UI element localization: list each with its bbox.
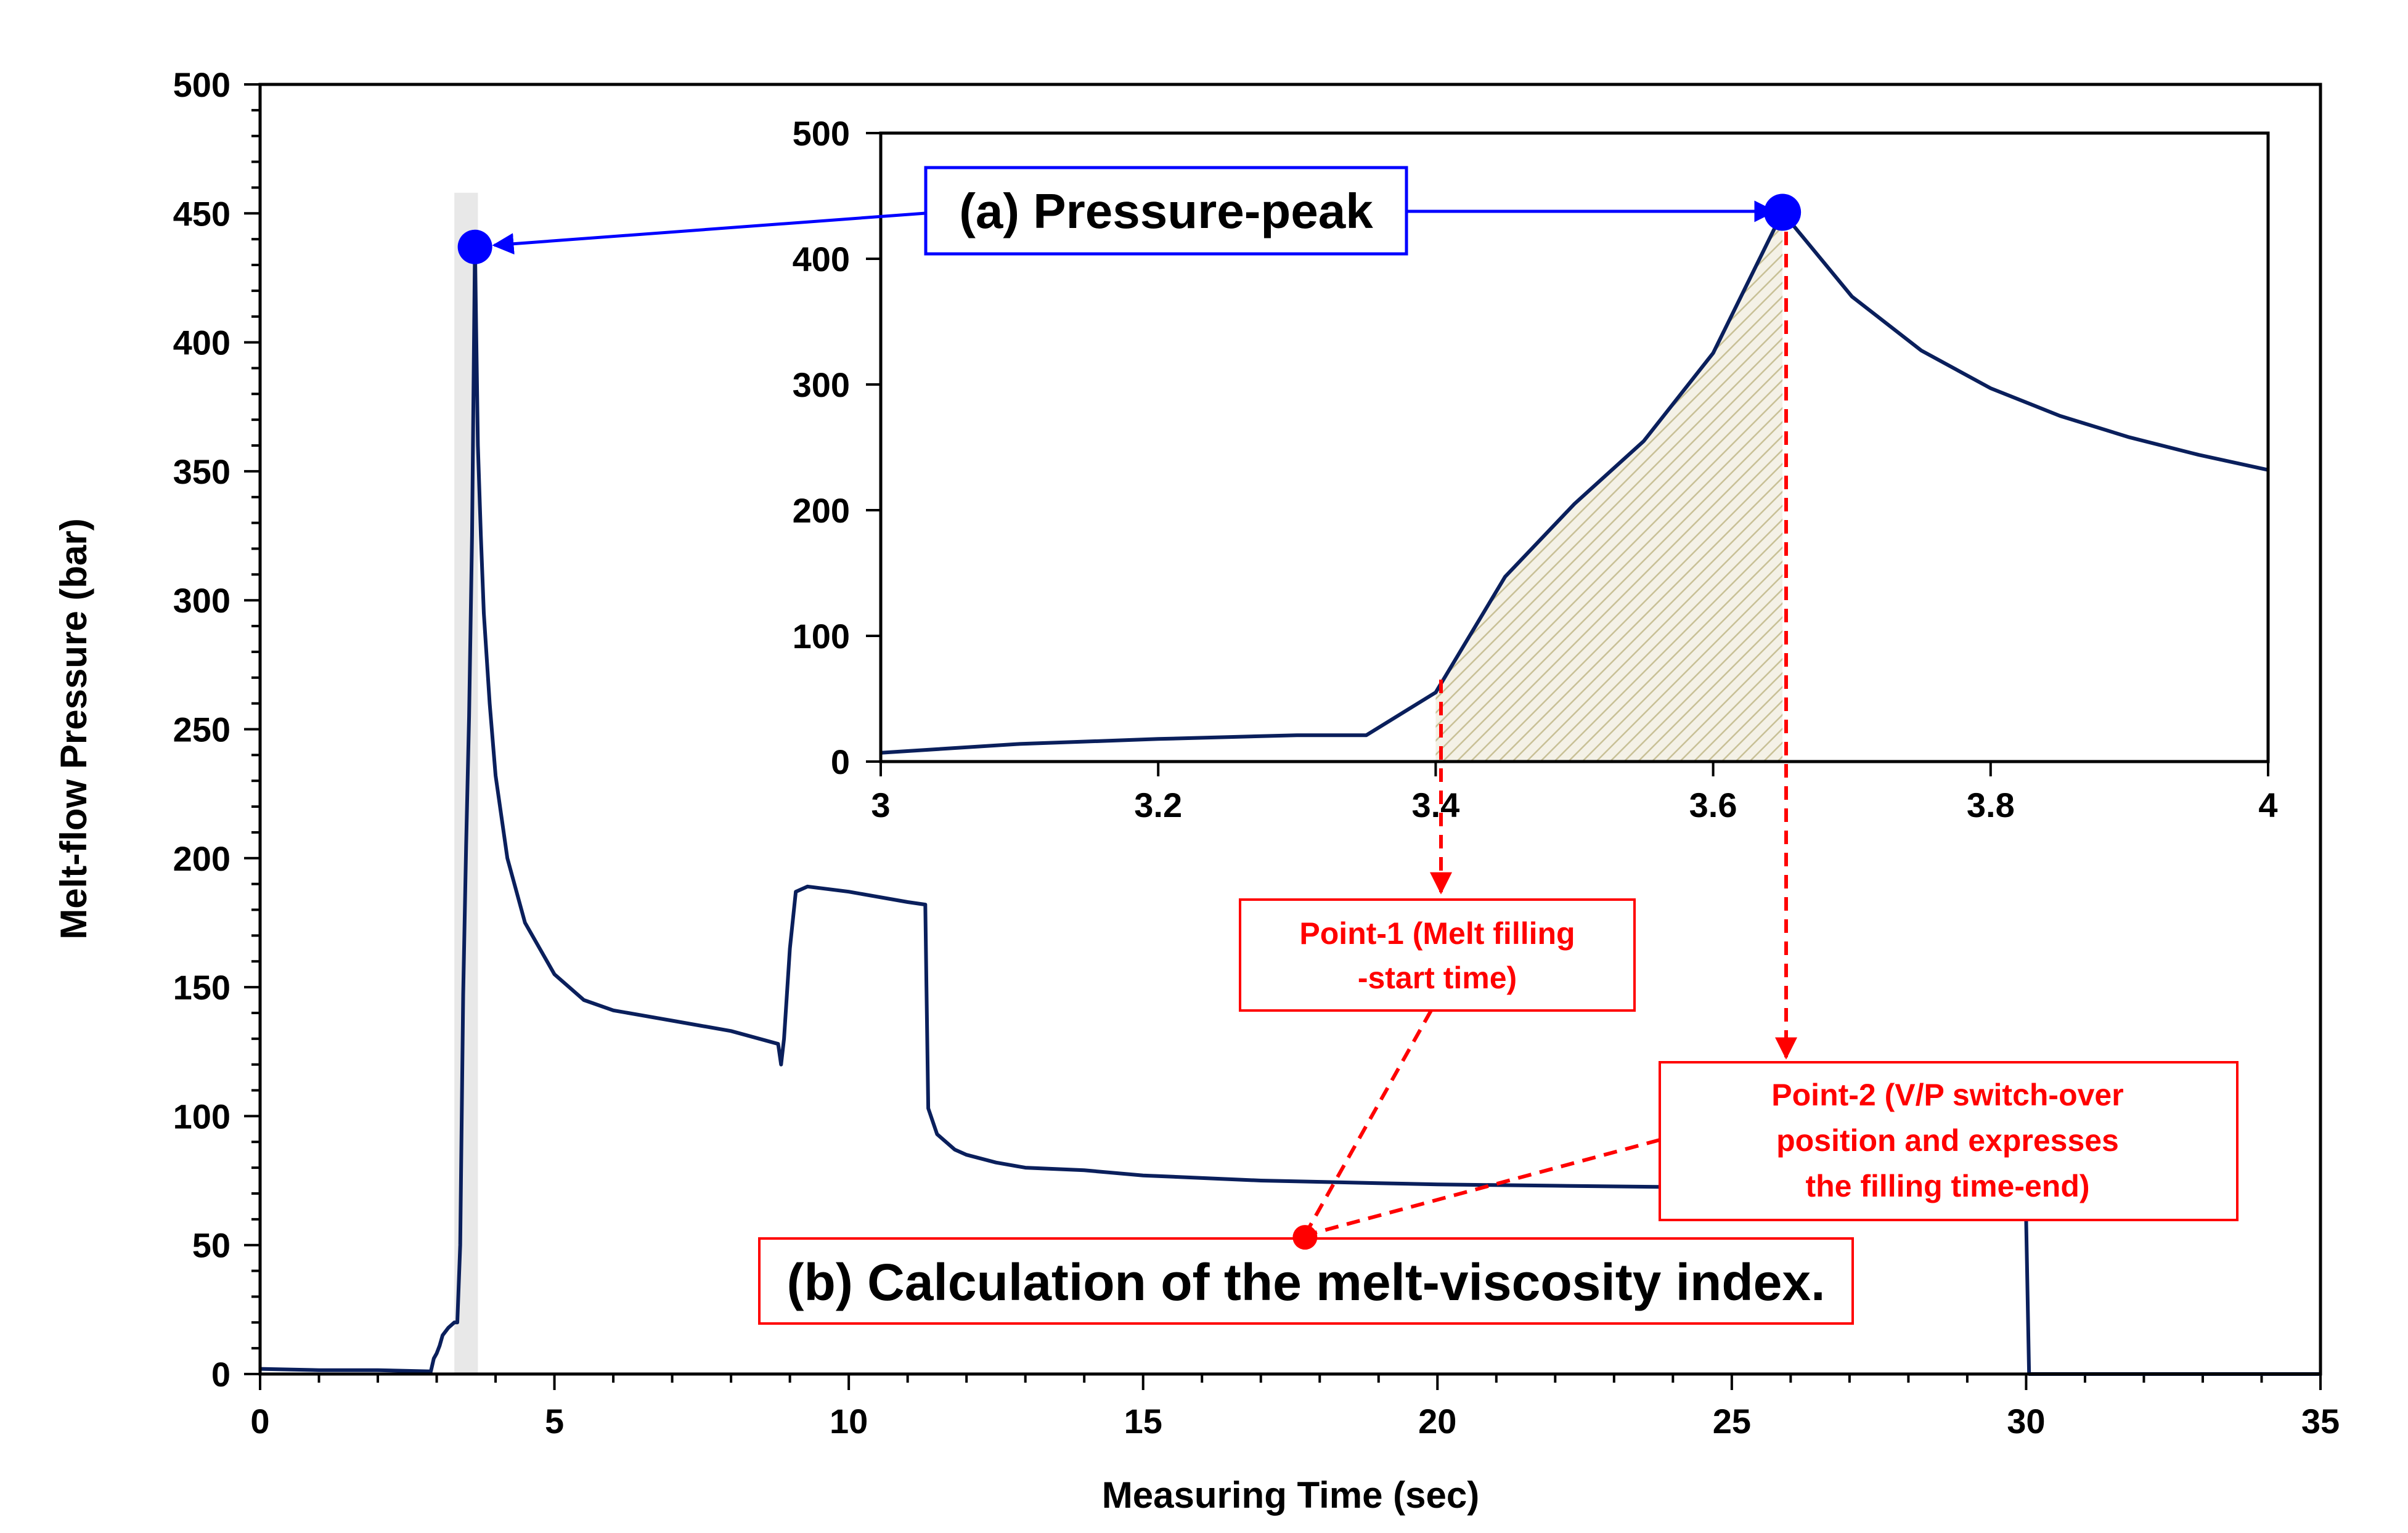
pressure-peak-marker (457, 229, 492, 264)
inset-pressure-series-line (880, 210, 2269, 755)
x-tick-label: 35 (2301, 1402, 2340, 1441)
point-1-label-line2: -start time) (1358, 961, 1517, 995)
y-tick-label: 450 (173, 194, 231, 233)
point-2-label-line3: the filling time-end) (1805, 1169, 2089, 1203)
viscosity-index-label: (b) Calculation of the melt-viscosity in… (787, 1253, 1826, 1311)
inset-x-tick-label: 4 (2258, 786, 2277, 824)
main-plot-frame (258, 83, 2322, 1376)
y-tick-label: 50 (192, 1226, 231, 1265)
y-tick-label: 150 (173, 968, 231, 1007)
pressure-peak-label-box (924, 166, 1408, 256)
x-tick-label: 20 (1418, 1402, 1456, 1441)
x-tick-label: 5 (545, 1402, 564, 1441)
point-1-label-line1: Point-1 (Melt filling (1299, 916, 1575, 951)
y-tick-label: 100 (173, 1097, 231, 1136)
y-tick-label: 350 (173, 452, 231, 491)
inset-y-tick-label: 100 (793, 617, 850, 656)
y-tick-label: 0 (211, 1355, 231, 1394)
pressure-series-line (259, 245, 2320, 1376)
point-2-to-index-line (1309, 1138, 1660, 1236)
inset-y-tick-label: 200 (793, 491, 850, 530)
inset-x-tick-label: 3.4 (1411, 786, 1459, 824)
point-2-label-line1: Point-2 (V/P switch-over (1771, 1078, 2123, 1112)
pressure-peak-label: (a) Pressure-peak (959, 184, 1373, 238)
main-y-tick-labels: 0 50 100 150 200 250 300 350 400 450 500 (173, 65, 231, 1394)
point-2-label-line2: position and expresses (1776, 1123, 2119, 1158)
inset-x-tick-label: 3 (871, 786, 890, 824)
inset-plot-frame (879, 131, 2270, 763)
inset-y-tick-label: 300 (793, 365, 850, 404)
x-tick-label: 0 (250, 1402, 269, 1441)
inset-y-tick-labels: 0 100 200 300 400 500 (793, 114, 850, 781)
inset-x-tick-label: 3.2 (1134, 786, 1182, 824)
melt-viscosity-index-marker (1292, 1225, 1318, 1250)
inset-x-tick-label: 3.8 (1967, 786, 2015, 824)
inset-tick-marks (866, 132, 2269, 776)
y-axis-title: Melt-flow Pressure (bar) (53, 518, 94, 939)
y-tick-label: 300 (173, 581, 231, 620)
x-tick-label: 25 (1713, 1402, 1751, 1441)
x-axis-title: Measuring Time (sec) (1102, 1474, 1479, 1516)
peak-arrow-to-main (492, 211, 926, 255)
x-tick-label: 15 (1124, 1402, 1162, 1441)
inset-chart: 0 100 200 300 400 500 3 3.2 3.4 3.6 3.8 4 (793, 114, 2278, 824)
y-tick-label: 400 (173, 323, 231, 362)
markers (457, 193, 1802, 1250)
inset-pressure-peak-marker (1764, 193, 1802, 231)
inset-y-tick-label: 500 (793, 114, 850, 153)
point-1-box (1239, 898, 1636, 1012)
y-tick-label: 200 (173, 839, 231, 878)
y-tick-label: 500 (173, 65, 231, 104)
point-1-to-index-line (1304, 1009, 1433, 1235)
main-x-tick-labels: 0 5 10 15 20 25 30 35 (250, 1402, 2340, 1441)
y-tick-label: 250 (173, 710, 231, 749)
x-tick-label: 30 (2007, 1402, 2045, 1441)
inset-y-tick-label: 0 (831, 742, 850, 781)
filling-area-hatch (1435, 212, 1783, 762)
point-2-box (1659, 1061, 2239, 1221)
inset-y-tick-label: 400 (793, 240, 850, 279)
inset-x-tick-labels: 3 3.2 3.4 3.6 3.8 4 (871, 786, 2277, 824)
inset-x-tick-label: 3.6 (1689, 786, 1737, 824)
x-tick-label: 10 (830, 1402, 868, 1441)
